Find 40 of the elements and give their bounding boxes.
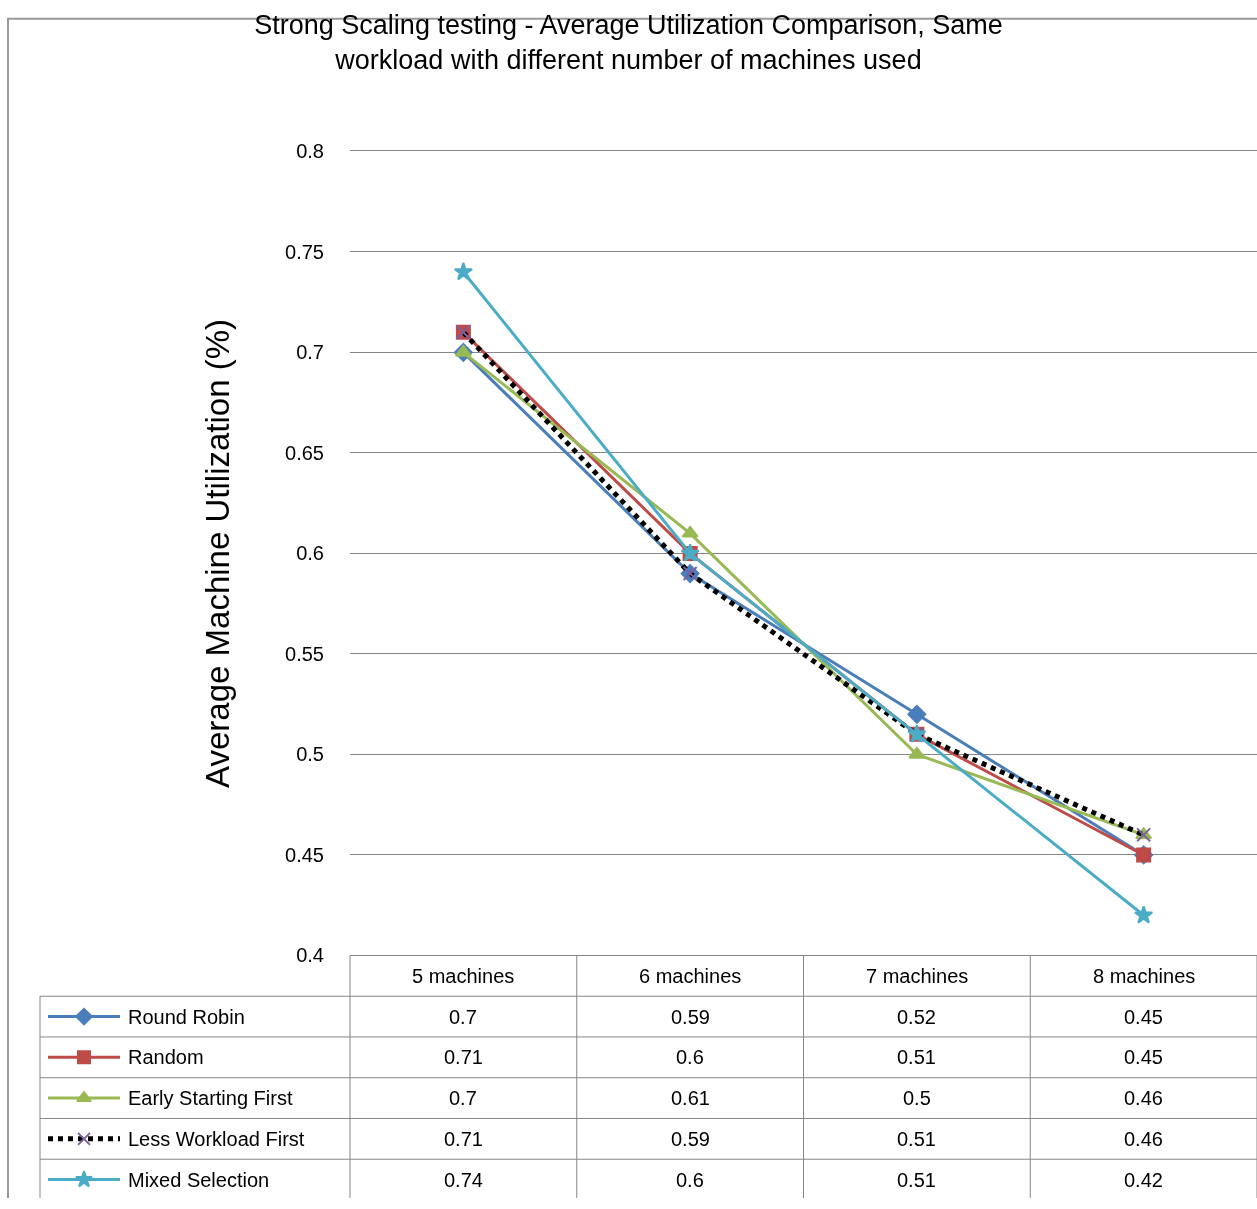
data-label: 0.5 <box>903 1087 931 1109</box>
y-tick-label: 0.7 <box>296 341 324 364</box>
legend-label: Mixed Selection <box>128 1169 270 1191</box>
data-label: 0.71 <box>444 1046 483 1068</box>
y-tick-label: 0.5 <box>296 743 324 766</box>
data-label: 0.6 <box>676 1169 704 1191</box>
legend-label: Round Robin <box>128 1006 245 1028</box>
y-axis-title: Average Machine Utilization (%) <box>199 318 237 788</box>
data-label: 0.59 <box>671 1006 710 1028</box>
y-tick-label: 0.65 <box>285 441 324 464</box>
data-label: 0.46 <box>1124 1128 1163 1150</box>
x-tick-label: 5 machines <box>412 965 515 987</box>
data-label: 0.42 <box>1124 1169 1163 1191</box>
y-tick-label: 0.75 <box>285 240 324 263</box>
x-tick-label: 7 machines <box>866 965 969 987</box>
y-tick-label: 0.55 <box>285 642 324 665</box>
legend-label: Random <box>128 1046 204 1068</box>
data-label: 0.51 <box>897 1169 936 1191</box>
y-tick-label: 0.4 <box>296 944 324 967</box>
data-label: 0.45 <box>1124 1006 1163 1028</box>
legend-label: Less Workload First <box>128 1128 305 1150</box>
data-label: 0.61 <box>671 1087 710 1109</box>
data-label: 0.7 <box>449 1006 477 1028</box>
data-label: 0.46 <box>1124 1087 1163 1109</box>
x-tick-label: 8 machines <box>1093 965 1196 987</box>
data-label: 0.7 <box>449 1087 477 1109</box>
data-label: 0.71 <box>444 1128 483 1150</box>
y-tick-label: 0.8 <box>296 140 324 163</box>
x-tick-label: 6 machines <box>639 965 742 987</box>
data-label: 0.74 <box>444 1169 483 1191</box>
y-tick-label: 0.6 <box>296 542 324 565</box>
data-label: 0.45 <box>1124 1046 1163 1068</box>
chart-title: Strong Scaling testing - Average Utilization Comparison, Same workload with different number of machines used <box>254 9 1003 75</box>
data-label: 0.59 <box>671 1128 710 1150</box>
y-tick-label: 0.45 <box>285 843 324 866</box>
data-label: 0.51 <box>897 1128 936 1150</box>
data-label: 0.52 <box>897 1006 936 1028</box>
data-label: 0.51 <box>897 1046 936 1068</box>
legend-label: Early Starting First <box>128 1087 293 1109</box>
data-label: 0.6 <box>676 1046 704 1068</box>
